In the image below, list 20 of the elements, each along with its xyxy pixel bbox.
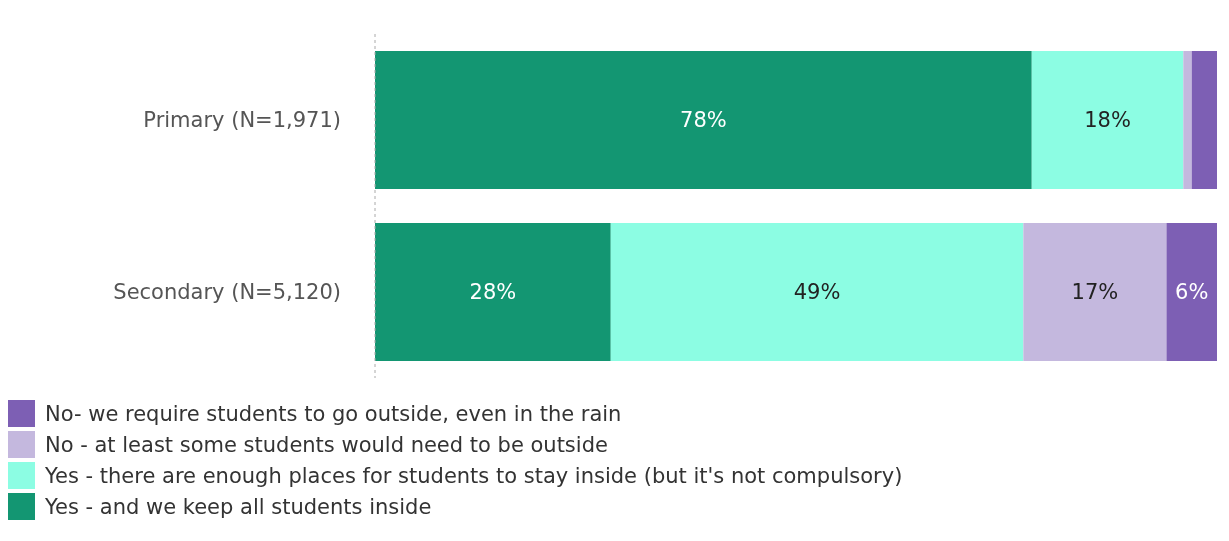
bar — [1031, 51, 1184, 189]
data-label: 17% — [1071, 280, 1119, 304]
bar — [375, 223, 611, 361]
legend-label: No - at least some students would need to be outside — [45, 432, 608, 457]
legend-label: Yes - and we keep all students inside — [45, 494, 432, 519]
bar — [1023, 223, 1167, 361]
y-tick-label: Secondary (N=5,120) — [113, 280, 341, 305]
data-label: 78% — [680, 108, 727, 132]
bar — [610, 223, 1024, 361]
data-label: 6% — [1175, 280, 1209, 304]
legend-label: Yes - there are enough places for students to stay inside (but it's not compulsory) — [45, 463, 903, 488]
bar — [1166, 223, 1217, 361]
bar — [1183, 51, 1192, 189]
data-label: 18% — [1084, 108, 1131, 132]
bar — [1191, 51, 1217, 189]
bar — [375, 51, 1032, 189]
legend-label: No- we require students to go outside, even in the rain — [45, 401, 622, 426]
y-tick-label: Primary (N=1,971) — [143, 108, 341, 133]
data-label: 49% — [793, 280, 841, 304]
data-label: 28% — [469, 280, 517, 304]
